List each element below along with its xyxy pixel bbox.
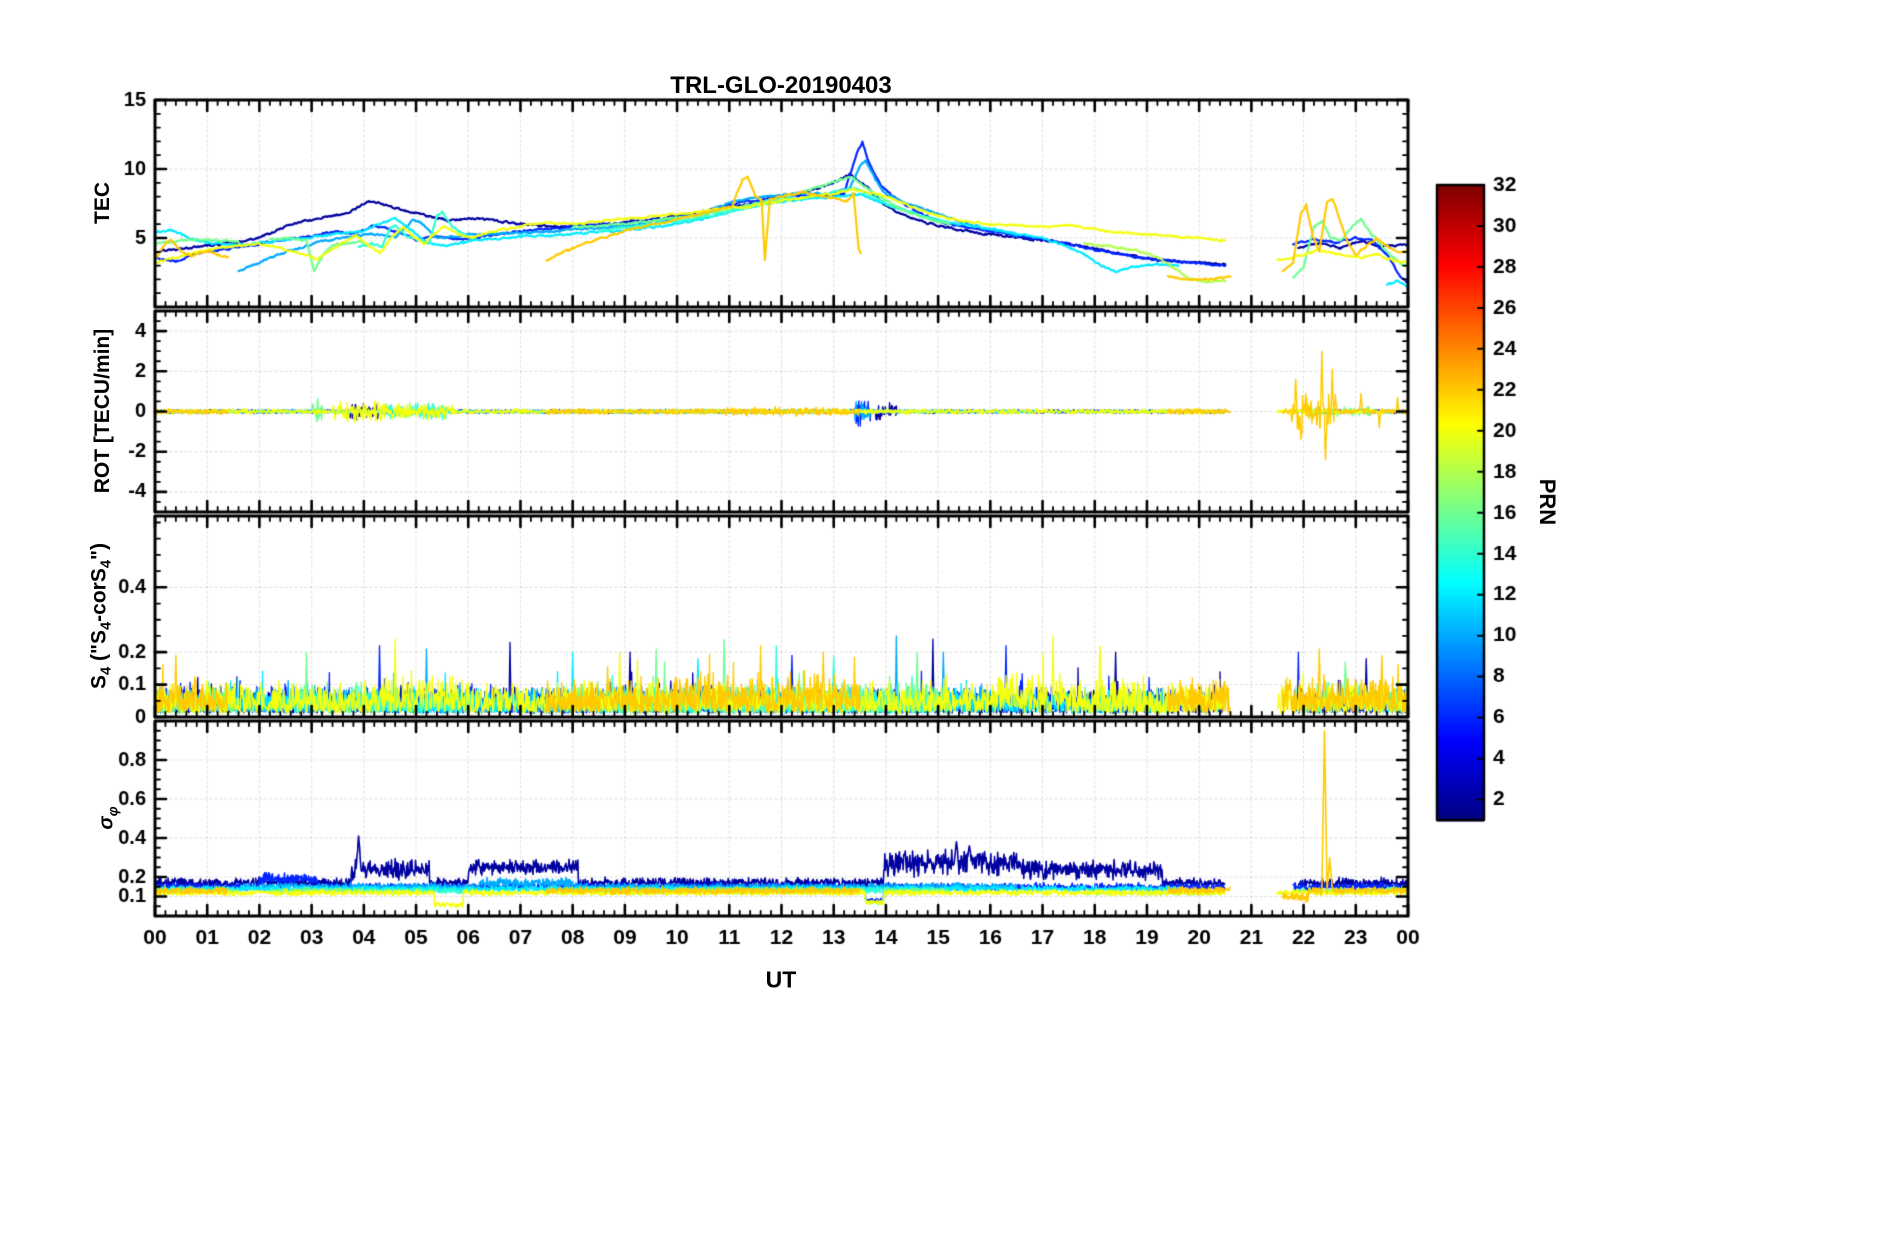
chart-title: TRL-GLO-20190403 (670, 72, 892, 99)
s4-axis-label: S4 ("S4-corS4") (87, 543, 115, 689)
tec-axis-label: TEC (91, 182, 114, 224)
rot-axis-label: ROT [TECU/min] (91, 328, 114, 494)
prn-colorbar-label: PRN (1535, 478, 1560, 526)
sigma-phi-axis-label: σφ (95, 806, 121, 830)
ut-axis-label: UT (765, 966, 797, 993)
